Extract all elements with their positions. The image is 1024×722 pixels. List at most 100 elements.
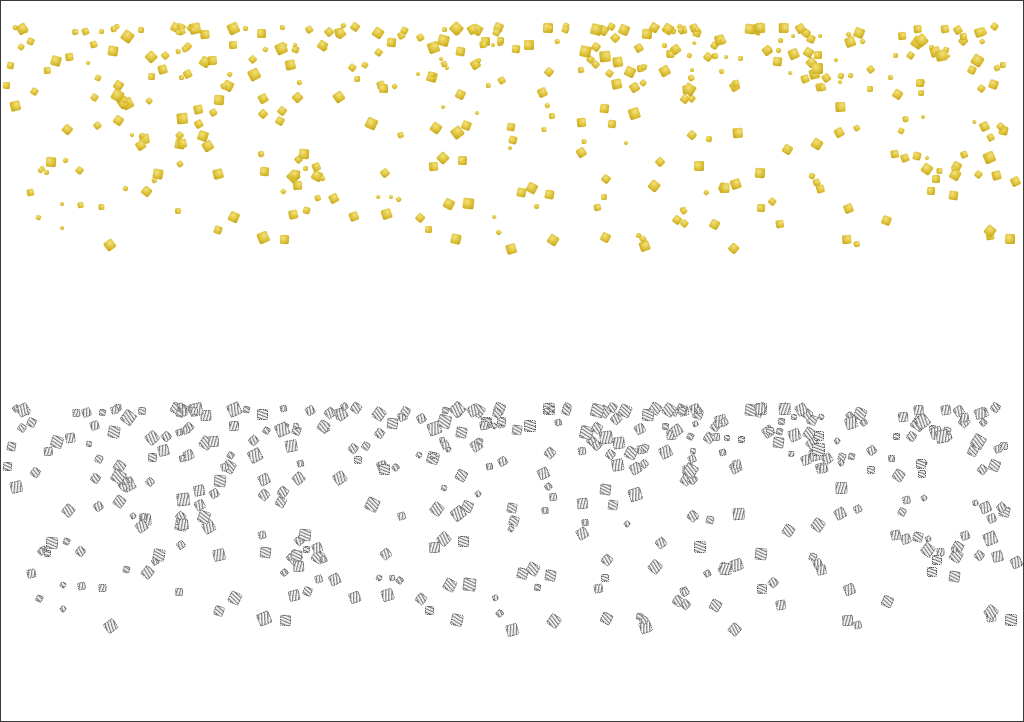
silver-confetti-flake	[817, 462, 829, 474]
gold-confetti-flake	[599, 103, 610, 114]
gold-confetti-flake	[274, 116, 285, 127]
silver-confetti-flake	[485, 462, 494, 471]
gold-confetti-flake	[440, 104, 446, 110]
silver-confetti-flake	[143, 429, 161, 447]
gold-confetti-flake	[608, 32, 621, 44]
silver-confetti-flake	[283, 439, 299, 454]
silver-confetti-flake	[511, 424, 524, 436]
silver-confetti-flake	[454, 468, 469, 483]
silver-confetti-flake	[80, 406, 93, 419]
silver-confetti-flake	[207, 435, 220, 448]
gold-confetti-flake	[257, 150, 266, 159]
gold-confetti-flake	[386, 37, 397, 48]
gold-confetti-flake	[685, 52, 693, 59]
gold-confetti-flake	[920, 114, 926, 121]
gold-confetti-flake	[303, 165, 309, 172]
silver-confetti-flake	[812, 442, 826, 456]
gold-confetti-flake	[788, 70, 793, 76]
silver-confetti-flake	[139, 511, 148, 520]
gold-confetti-flake	[662, 43, 668, 49]
silver-confetti-flake	[296, 459, 306, 468]
gold-confetti-flake	[813, 51, 823, 60]
gold-confetti-flake	[373, 47, 385, 59]
silver-confetti-flake	[256, 408, 268, 420]
silver-confetti-flake	[842, 582, 857, 597]
silver-confetti-flake	[600, 553, 615, 568]
gold-confetti-flake	[436, 33, 451, 47]
gold-confetti-flake	[754, 167, 765, 178]
gold-confetti-flake	[623, 64, 637, 79]
gold-confetti-flake	[61, 123, 74, 136]
silver-confetti-flake	[303, 545, 311, 554]
silver-confetti-flake	[8, 480, 24, 496]
silver-confetti-flake	[279, 403, 288, 413]
silver-confetti-flake	[89, 471, 102, 485]
silver-confetti-flake	[554, 418, 563, 427]
gold-confetti-flake	[817, 33, 823, 40]
gold-confetti-flake	[45, 156, 57, 168]
gold-confetti-flake	[122, 184, 128, 191]
silver-confetti-flake	[846, 452, 856, 462]
silver-confetti-flake	[601, 574, 610, 583]
gold-confetti-flake	[694, 160, 705, 172]
gold-confetti-flake	[767, 196, 778, 207]
gold-confetti-flake	[334, 27, 347, 41]
silver-confetti-flake	[397, 510, 407, 521]
silver-confetti-flake	[175, 539, 187, 551]
silver-confetti-flake	[212, 605, 225, 618]
gold-confetti-flake	[718, 68, 725, 75]
gold-confetti-flake	[787, 47, 801, 60]
gold-confetti-flake	[622, 140, 629, 147]
silver-confetti-flake	[373, 427, 387, 441]
silver-confetti-flake	[916, 458, 927, 470]
gold-confetti-flake	[906, 50, 917, 61]
silver-confetti-flake	[208, 487, 221, 500]
gold-confetti-flake	[576, 117, 587, 128]
silver-confetti-flake	[347, 442, 360, 455]
silver-confetti-flake	[919, 494, 929, 503]
silver-confetti-flake	[705, 515, 716, 526]
gold-confetti-flake	[332, 90, 347, 104]
gold-confetti-flake	[541, 127, 547, 133]
gold-confetti-flake	[243, 25, 249, 31]
silver-confetti-flake	[43, 549, 52, 558]
silver-confetti-flake	[911, 531, 924, 543]
silver-confetti-flake	[176, 518, 190, 531]
gold-confetti-flake	[897, 31, 907, 41]
gold-confetti-flake	[504, 242, 518, 256]
silver-confetti-flake	[738, 435, 745, 443]
gold-confetti-flake	[279, 188, 287, 195]
silver-confetti-flake	[139, 564, 156, 581]
silver-confetti-flake	[867, 466, 876, 475]
silver-confetti-flake	[415, 412, 428, 425]
gold-confetti-flake	[536, 87, 549, 99]
silver-confetti-flake	[515, 566, 529, 580]
gold-confetti-flake	[686, 129, 697, 141]
silver-confetti-flake	[932, 555, 943, 566]
gold-confetti-flake	[732, 127, 743, 138]
gold-confetti-flake	[364, 115, 379, 131]
silver-confetti-flake	[702, 569, 713, 579]
gold-confetti-flake	[1009, 175, 1022, 188]
silver-confetti-flake	[193, 483, 206, 497]
silver-confetti-flake	[790, 413, 798, 421]
gold-confetti-flake	[978, 120, 991, 133]
gold-confetti-flake	[212, 225, 223, 236]
gold-confetti-flake	[354, 75, 361, 82]
gold-confetti-flake	[327, 192, 341, 205]
silver-confetti-flake	[152, 548, 166, 563]
silver-confetti-flake	[211, 548, 227, 563]
silver-confetti-flake	[93, 453, 104, 465]
silver-confetti-flake	[144, 476, 156, 488]
silver-confetti-flake	[386, 417, 399, 430]
gold-confetti-flake	[646, 179, 662, 194]
gold-confetti-flake	[815, 184, 826, 195]
silver-confetti-flake	[973, 549, 986, 562]
gold-confetti-flake	[193, 118, 204, 130]
gold-confetti-flake	[976, 83, 987, 93]
gold-confetti-flake	[290, 91, 304, 105]
silver-confetti-flake	[959, 529, 971, 541]
gold-confetti-flake	[395, 195, 403, 204]
gold-confetti-flake	[896, 126, 906, 136]
silver-confetti-flake	[495, 455, 509, 468]
